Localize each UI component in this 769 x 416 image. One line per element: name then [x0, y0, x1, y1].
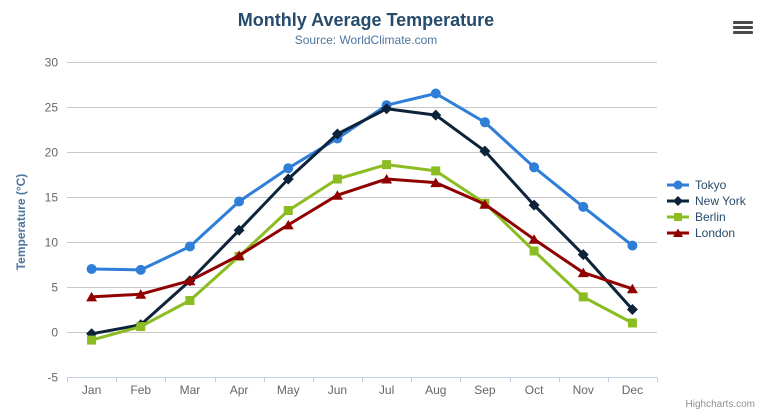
- legend-item-london[interactable]: London: [666, 225, 746, 241]
- data-point[interactable]: [86, 291, 98, 302]
- highcharts-credit[interactable]: Highcharts.com: [685, 399, 755, 410]
- x-axis-label: Mar: [180, 383, 201, 397]
- legend-item-tokyo[interactable]: Tokyo: [666, 177, 746, 193]
- data-point[interactable]: [529, 162, 540, 173]
- data-point[interactable]: [430, 88, 441, 99]
- legend-marker-circle-icon: [667, 180, 689, 190]
- y-axis-label: 15: [45, 191, 59, 205]
- y-axis-label: 10: [45, 236, 59, 250]
- data-point[interactable]: [430, 177, 442, 188]
- y-axis-label: 30: [45, 56, 59, 70]
- data-point[interactable]: [528, 234, 540, 244]
- data-point[interactable]: [283, 163, 294, 174]
- data-point[interactable]: [479, 117, 490, 128]
- axes: [67, 377, 658, 383]
- data-point[interactable]: [233, 250, 245, 261]
- y-axis-label: 5: [51, 281, 58, 295]
- hamburger-menu-icon: [733, 21, 753, 34]
- data-point[interactable]: [479, 145, 491, 157]
- axis-labels: -5 0 5 10 15 20 25 30 Jan Feb Mar Apr May Jun Jul Aug Se…: [45, 56, 643, 398]
- x-axis-label: Oct: [525, 383, 544, 397]
- data-point[interactable]: [332, 174, 342, 184]
- data-point[interactable]: [578, 201, 589, 212]
- data-point[interactable]: [184, 275, 196, 286]
- data-point[interactable]: [86, 264, 97, 274]
- data-point[interactable]: [184, 241, 195, 252]
- data-point[interactable]: [381, 174, 393, 184]
- data-point[interactable]: [382, 160, 392, 170]
- data-point[interactable]: [578, 292, 588, 302]
- series-tokyo: [86, 88, 638, 275]
- y-axis-label: 20: [45, 146, 59, 160]
- data-point[interactable]: [87, 335, 97, 345]
- data-point[interactable]: [233, 224, 245, 236]
- data-point[interactable]: [577, 267, 589, 278]
- chart-subtitle: Source: WorldClimate.com: [294, 33, 438, 47]
- legend-marker-square-icon: [667, 213, 689, 221]
- legend-marker-diamond-icon: [667, 196, 689, 206]
- series-line-new-york[interactable]: [90, 107, 634, 336]
- legend: Tokyo New York Berlin London: [666, 177, 746, 241]
- y-axis-title: Temperature (°C): [14, 174, 28, 271]
- x-axis-label: Sep: [474, 383, 496, 397]
- data-point[interactable]: [430, 109, 442, 121]
- data-point[interactable]: [626, 304, 638, 315]
- legend-item-label: Berlin: [695, 210, 726, 224]
- data-point[interactable]: [282, 219, 294, 230]
- data-point[interactable]: [528, 199, 540, 211]
- data-point[interactable]: [431, 166, 441, 176]
- data-point[interactable]: [627, 240, 638, 251]
- x-axis-label: Aug: [425, 383, 446, 397]
- data-point[interactable]: [529, 246, 539, 256]
- data-point[interactable]: [626, 283, 638, 294]
- data-point[interactable]: [331, 128, 343, 140]
- x-axis-label: Jun: [328, 383, 347, 397]
- series-group: [86, 88, 638, 345]
- data-point[interactable]: [135, 289, 147, 299]
- series-london: [86, 174, 638, 302]
- data-point[interactable]: [577, 249, 589, 261]
- y-axis-label: 25: [45, 101, 59, 115]
- series-line-berlin[interactable]: [90, 163, 634, 342]
- x-axis-label: Jul: [379, 383, 394, 397]
- series-new-york: [86, 103, 638, 340]
- x-axis-label: Apr: [230, 383, 249, 397]
- data-point[interactable]: [331, 190, 343, 200]
- data-point[interactable]: [479, 199, 491, 209]
- legend-item-label: London: [695, 226, 736, 240]
- x-axis-label: Feb: [130, 383, 151, 397]
- x-axis-label: Nov: [573, 383, 594, 397]
- data-point[interactable]: [283, 206, 293, 215]
- chart-title: Monthly Average Temperature: [237, 10, 495, 30]
- legend-item-berlin[interactable]: Berlin: [666, 209, 746, 225]
- data-point[interactable]: [381, 103, 393, 115]
- legend-item-label: New York: [695, 194, 746, 208]
- data-point[interactable]: [627, 318, 637, 328]
- data-point[interactable]: [282, 173, 294, 185]
- legend-marker-triangle-icon: [667, 228, 689, 237]
- data-point[interactable]: [185, 296, 195, 305]
- data-point[interactable]: [135, 264, 146, 275]
- y-axis-label: -5: [47, 371, 58, 385]
- export-menu-button[interactable]: [731, 19, 755, 36]
- data-point[interactable]: [234, 196, 245, 207]
- x-axis-label: May: [277, 383, 300, 397]
- x-axis-label: Dec: [622, 383, 643, 397]
- gridlines: [67, 62, 657, 378]
- series-line-london[interactable]: [90, 177, 634, 299]
- legend-item-new-york[interactable]: New York: [666, 193, 746, 209]
- x-axis-label: Jan: [82, 383, 101, 397]
- data-point[interactable]: [136, 322, 146, 332]
- y-axis-label: 0: [51, 326, 58, 340]
- legend-item-label: Tokyo: [695, 178, 727, 192]
